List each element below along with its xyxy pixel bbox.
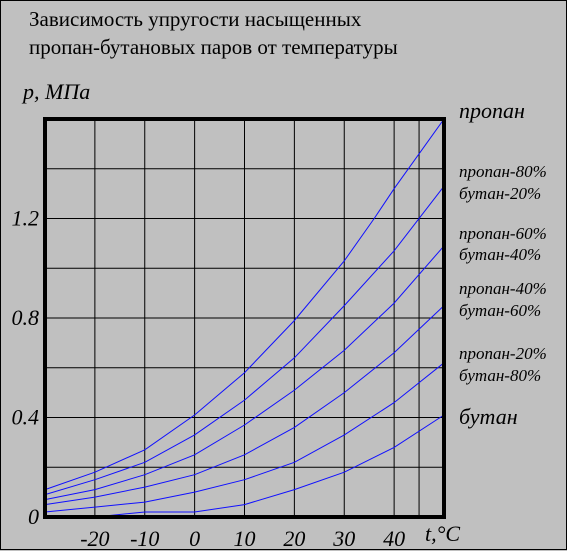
x-tick-label: -10 [130,526,159,551]
tick-label-layer: -20 -10 0 10 20 30 40 0 0.4 0.8 1.2 [12,206,406,551]
x-tick-label: 10 [234,526,256,551]
series-label-1: пропан [459,98,525,123]
series-label-2: бутан-20% [459,184,541,203]
series-label-3: пропан-60% [459,224,547,243]
x-axis-label: t,°C [425,521,460,546]
series-label-3: бутан-40% [459,245,541,264]
x-tick-label: 0 [189,526,200,551]
y-tick-label: 0 [28,504,39,529]
x-tick-label: 20 [283,526,305,551]
series-label-2: пропан-80% [459,162,547,181]
x-tick-label: 30 [332,526,355,551]
series-label-5: пропан-20% [459,344,547,363]
series-label-layer: пропан пропан-80% бутан-20% пропан-60% бутан… [459,98,547,429]
y-axis-label: p, МПа [21,79,90,104]
series-label-4: бутан-60% [459,301,541,320]
x-tick-label: 40 [383,526,405,551]
series-label-6: бутан [459,404,518,429]
y-tick-label: 1.2 [12,206,40,231]
y-tick-label: 0.4 [12,405,40,430]
series-label-4: пропан-40% [459,279,547,298]
y-tick-label: 0.8 [12,305,40,330]
grid-layer [45,119,444,517]
x-tick-label: -20 [80,526,109,551]
series-label-5: бутан-80% [459,366,541,385]
